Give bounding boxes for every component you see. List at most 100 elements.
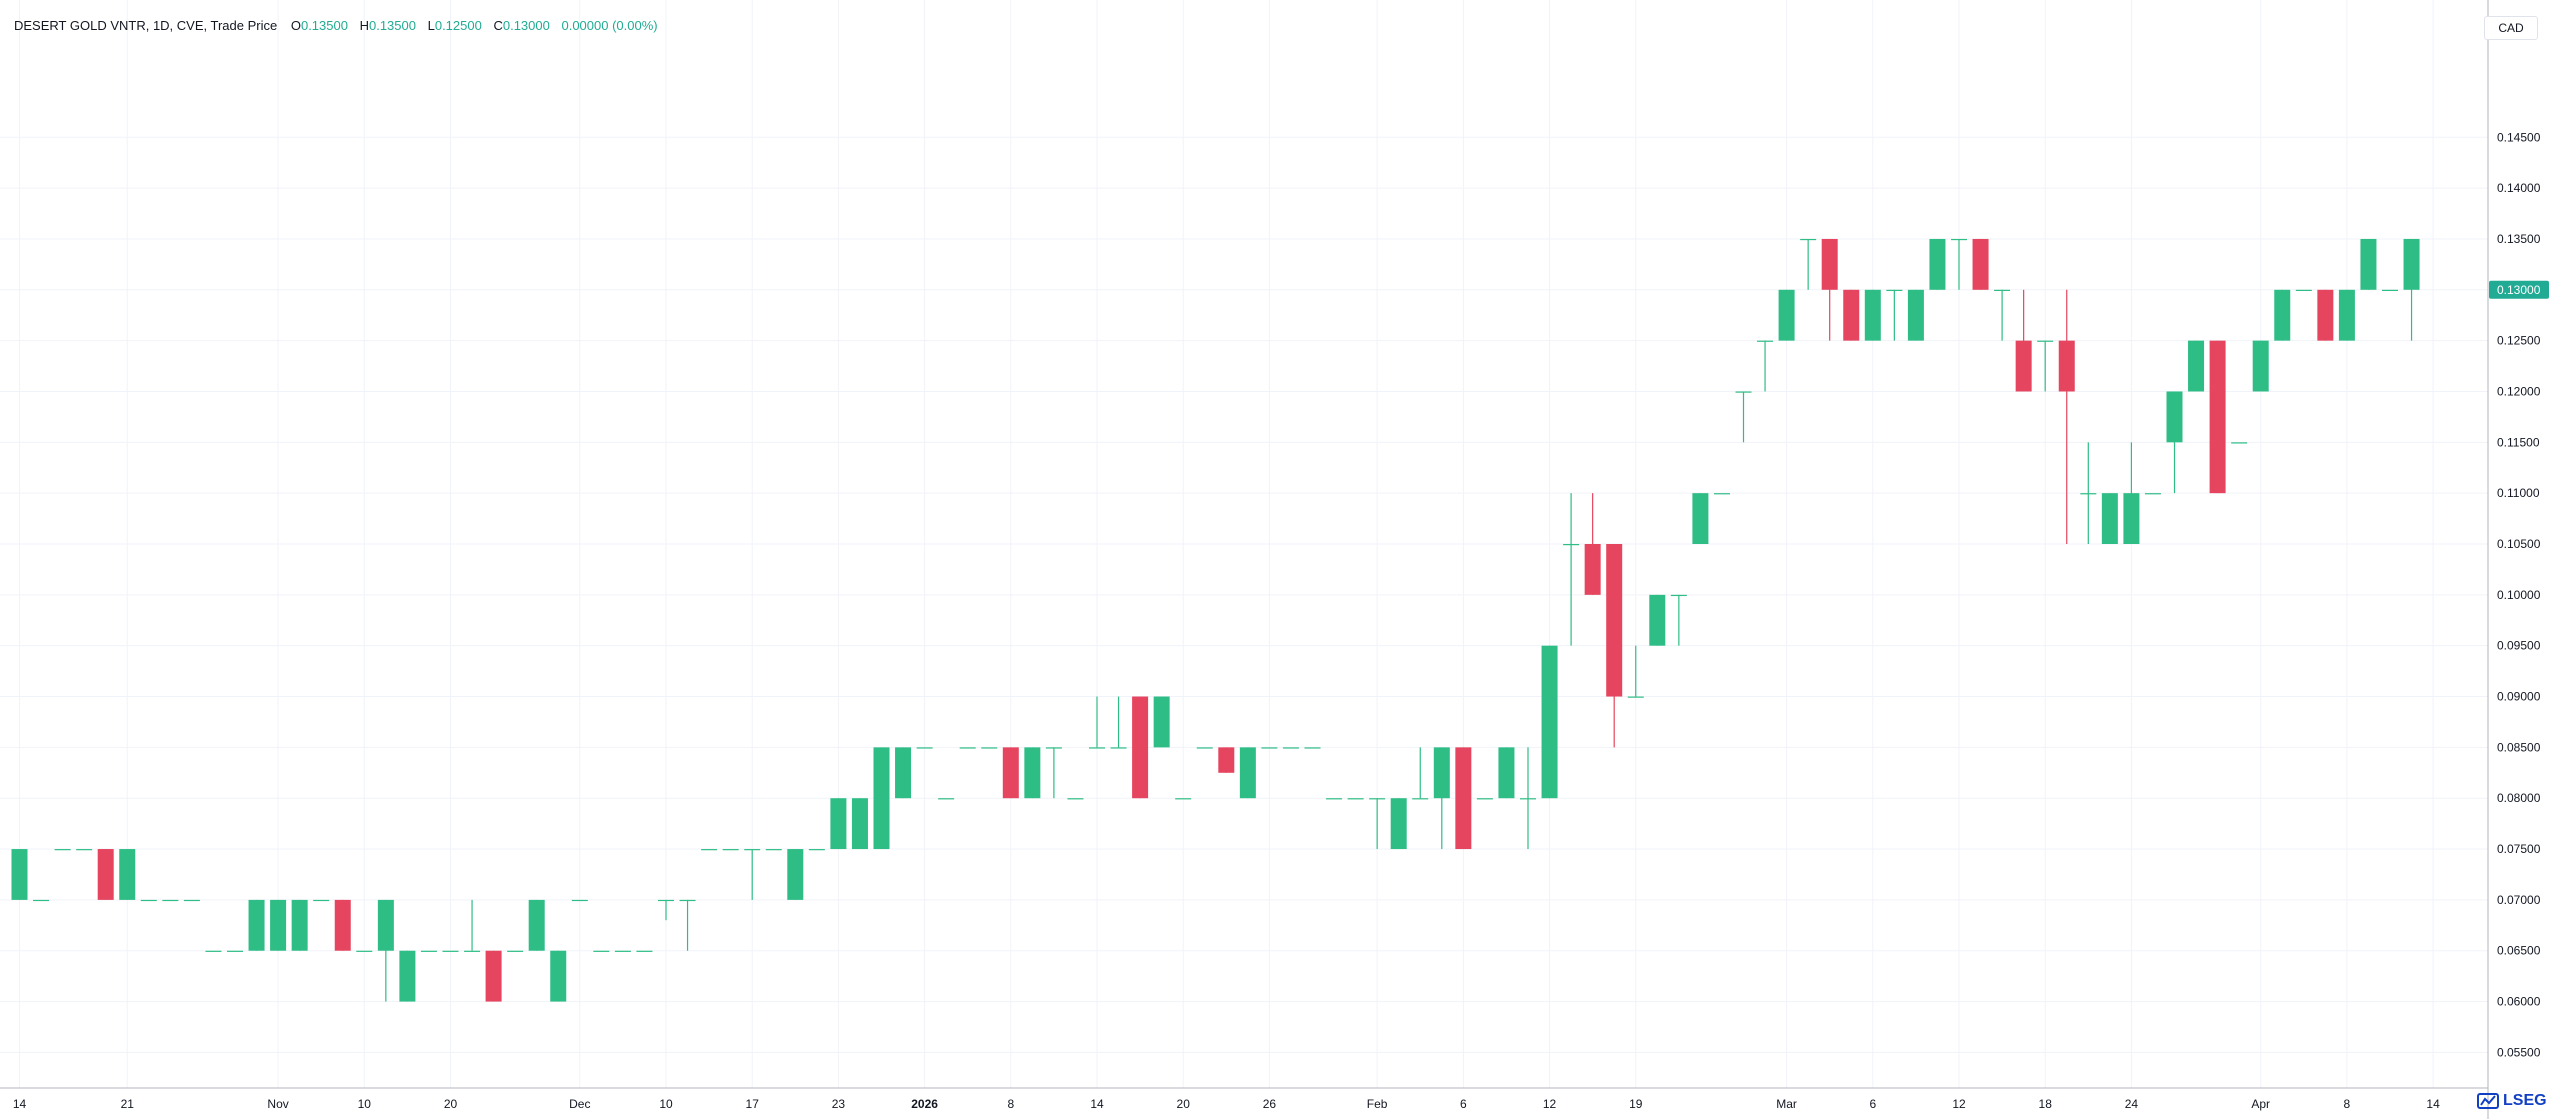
- candle-body: [701, 849, 718, 851]
- candle-body: [2295, 289, 2312, 291]
- candle-body: [593, 950, 610, 952]
- candle: [205, 950, 222, 952]
- candle-body: [2274, 289, 2291, 341]
- lseg-logo[interactable]: LSEG: [2477, 1088, 2547, 1114]
- candle-body: [291, 899, 308, 951]
- candle-body: [1843, 289, 1860, 341]
- candle-body: [1864, 289, 1881, 341]
- y-tick-label: 0.06500: [2497, 944, 2541, 958]
- candle-body: [1735, 391, 1752, 393]
- candle: [1929, 238, 1946, 290]
- candle: [2080, 442, 2097, 544]
- candle: [571, 899, 588, 902]
- candle: [377, 899, 394, 1002]
- x-tick-label: 6: [1869, 1097, 1876, 1111]
- candle-body: [1002, 747, 1019, 799]
- candle: [119, 849, 136, 900]
- candle: [1347, 798, 1364, 800]
- candle: [2403, 238, 2420, 341]
- candle: [1670, 594, 1687, 646]
- y-tick-label: 0.14000: [2497, 181, 2541, 195]
- candle-body: [1089, 747, 1105, 749]
- candle: [1412, 747, 1429, 800]
- candle: [1843, 289, 1860, 341]
- x-tick-label: 17: [746, 1097, 760, 1111]
- candle: [1282, 747, 1299, 749]
- candle: [1778, 289, 1795, 341]
- candle: [916, 747, 933, 749]
- candle: [2188, 340, 2205, 392]
- candle-body: [895, 747, 912, 799]
- y-tick-label: 0.07500: [2497, 842, 2541, 856]
- candle-body: [162, 899, 179, 902]
- currency-button[interactable]: CAD: [2484, 16, 2538, 40]
- candle-body: [808, 849, 825, 851]
- candle: [938, 798, 955, 800]
- x-tick-label: 12: [1952, 1097, 1966, 1111]
- candle: [291, 899, 308, 951]
- candle: [2274, 289, 2291, 341]
- candle: [1390, 798, 1407, 850]
- candle-body: [1110, 747, 1127, 749]
- candle-body: [916, 747, 933, 749]
- candle: [1002, 747, 1019, 799]
- candle: [1067, 798, 1084, 800]
- candle: [76, 849, 93, 851]
- candle-body: [2360, 238, 2377, 290]
- candle-body: [1369, 798, 1386, 800]
- candle-body: [614, 950, 631, 952]
- candle-body: [959, 747, 976, 749]
- candle-body: [2123, 493, 2140, 544]
- candle-body: [1261, 747, 1278, 749]
- candle: [1153, 696, 1170, 748]
- candle-body: [2101, 493, 2118, 544]
- candle-body: [1218, 747, 1235, 773]
- candle: [765, 849, 782, 851]
- candle-body: [2058, 340, 2075, 392]
- candle: [1735, 391, 1752, 443]
- x-tick-label: Mar: [1776, 1097, 1797, 1111]
- candle: [1520, 747, 1536, 850]
- candle: [1951, 238, 1967, 290]
- y-tick-label: 0.10500: [2497, 537, 2541, 551]
- candle: [1326, 798, 1343, 800]
- candle: [528, 899, 545, 951]
- candle: [636, 950, 653, 952]
- candle-body: [356, 950, 373, 952]
- candle: [2166, 391, 2183, 494]
- y-tick-label: 0.09500: [2497, 639, 2541, 653]
- candle-body: [1239, 747, 1256, 799]
- candle: [11, 849, 28, 900]
- candle: [1218, 747, 1235, 773]
- candle-body: [1326, 798, 1343, 800]
- candle-body: [1347, 798, 1364, 800]
- candle-body: [54, 849, 71, 851]
- x-tick-label: 23: [832, 1097, 846, 1111]
- candle: [507, 950, 524, 952]
- candle-body: [2209, 340, 2226, 494]
- candle: [399, 950, 416, 1002]
- candle: [1713, 493, 1730, 495]
- candle-body: [1541, 645, 1558, 799]
- y-tick-label: 0.05500: [2497, 1045, 2541, 1059]
- candle-body: [1778, 289, 1795, 341]
- candle: [2015, 289, 2032, 392]
- candle-body: [2015, 340, 2032, 392]
- y-tick-label: 0.07000: [2497, 893, 2541, 907]
- candle: [1821, 238, 1838, 341]
- candle: [1627, 645, 1644, 698]
- candle: [162, 899, 179, 902]
- candle-body: [1175, 798, 1192, 800]
- candle-body: [2338, 289, 2355, 341]
- candle: [1369, 798, 1386, 850]
- candle: [183, 899, 200, 902]
- candle-body: [1627, 696, 1644, 698]
- candle: [97, 849, 114, 900]
- candle-body: [2080, 493, 2097, 495]
- candle: [1757, 340, 1774, 392]
- high-label: H: [359, 18, 369, 33]
- candle: [1089, 696, 1105, 749]
- candle: [1541, 645, 1558, 799]
